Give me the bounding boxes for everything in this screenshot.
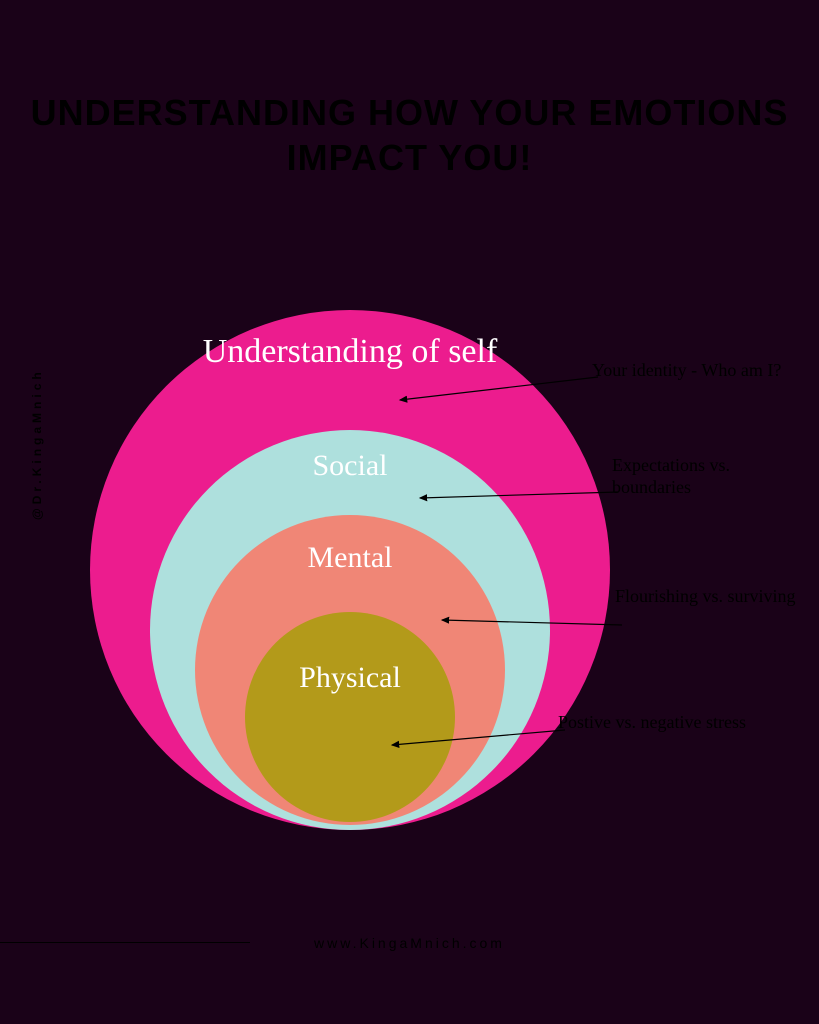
ring-label-physical: Physical	[180, 660, 520, 696]
ring-label-social: Social	[180, 448, 520, 484]
ring-label-self: Understanding of self	[180, 332, 520, 373]
footer-url: www.KingaMnich.com	[0, 935, 819, 951]
author-credit: @Dr.KingaMnich	[30, 368, 44, 520]
page-title: UNDERSTANDING HOW YOUR EMOTIONS IMPACT Y…	[0, 90, 819, 180]
annotation-physical: Postive vs. negative stress	[558, 712, 746, 734]
annotation-social: Expectations vs. boundaries	[612, 455, 799, 498]
ring-physical	[245, 612, 455, 822]
annotation-self: Your identity - Who am I?	[592, 360, 781, 382]
annotation-mental: Flourishing vs. surviving	[615, 586, 796, 608]
infographic-stage: UNDERSTANDING HOW YOUR EMOTIONS IMPACT Y…	[0, 0, 819, 1024]
ring-label-mental: Mental	[180, 540, 520, 576]
